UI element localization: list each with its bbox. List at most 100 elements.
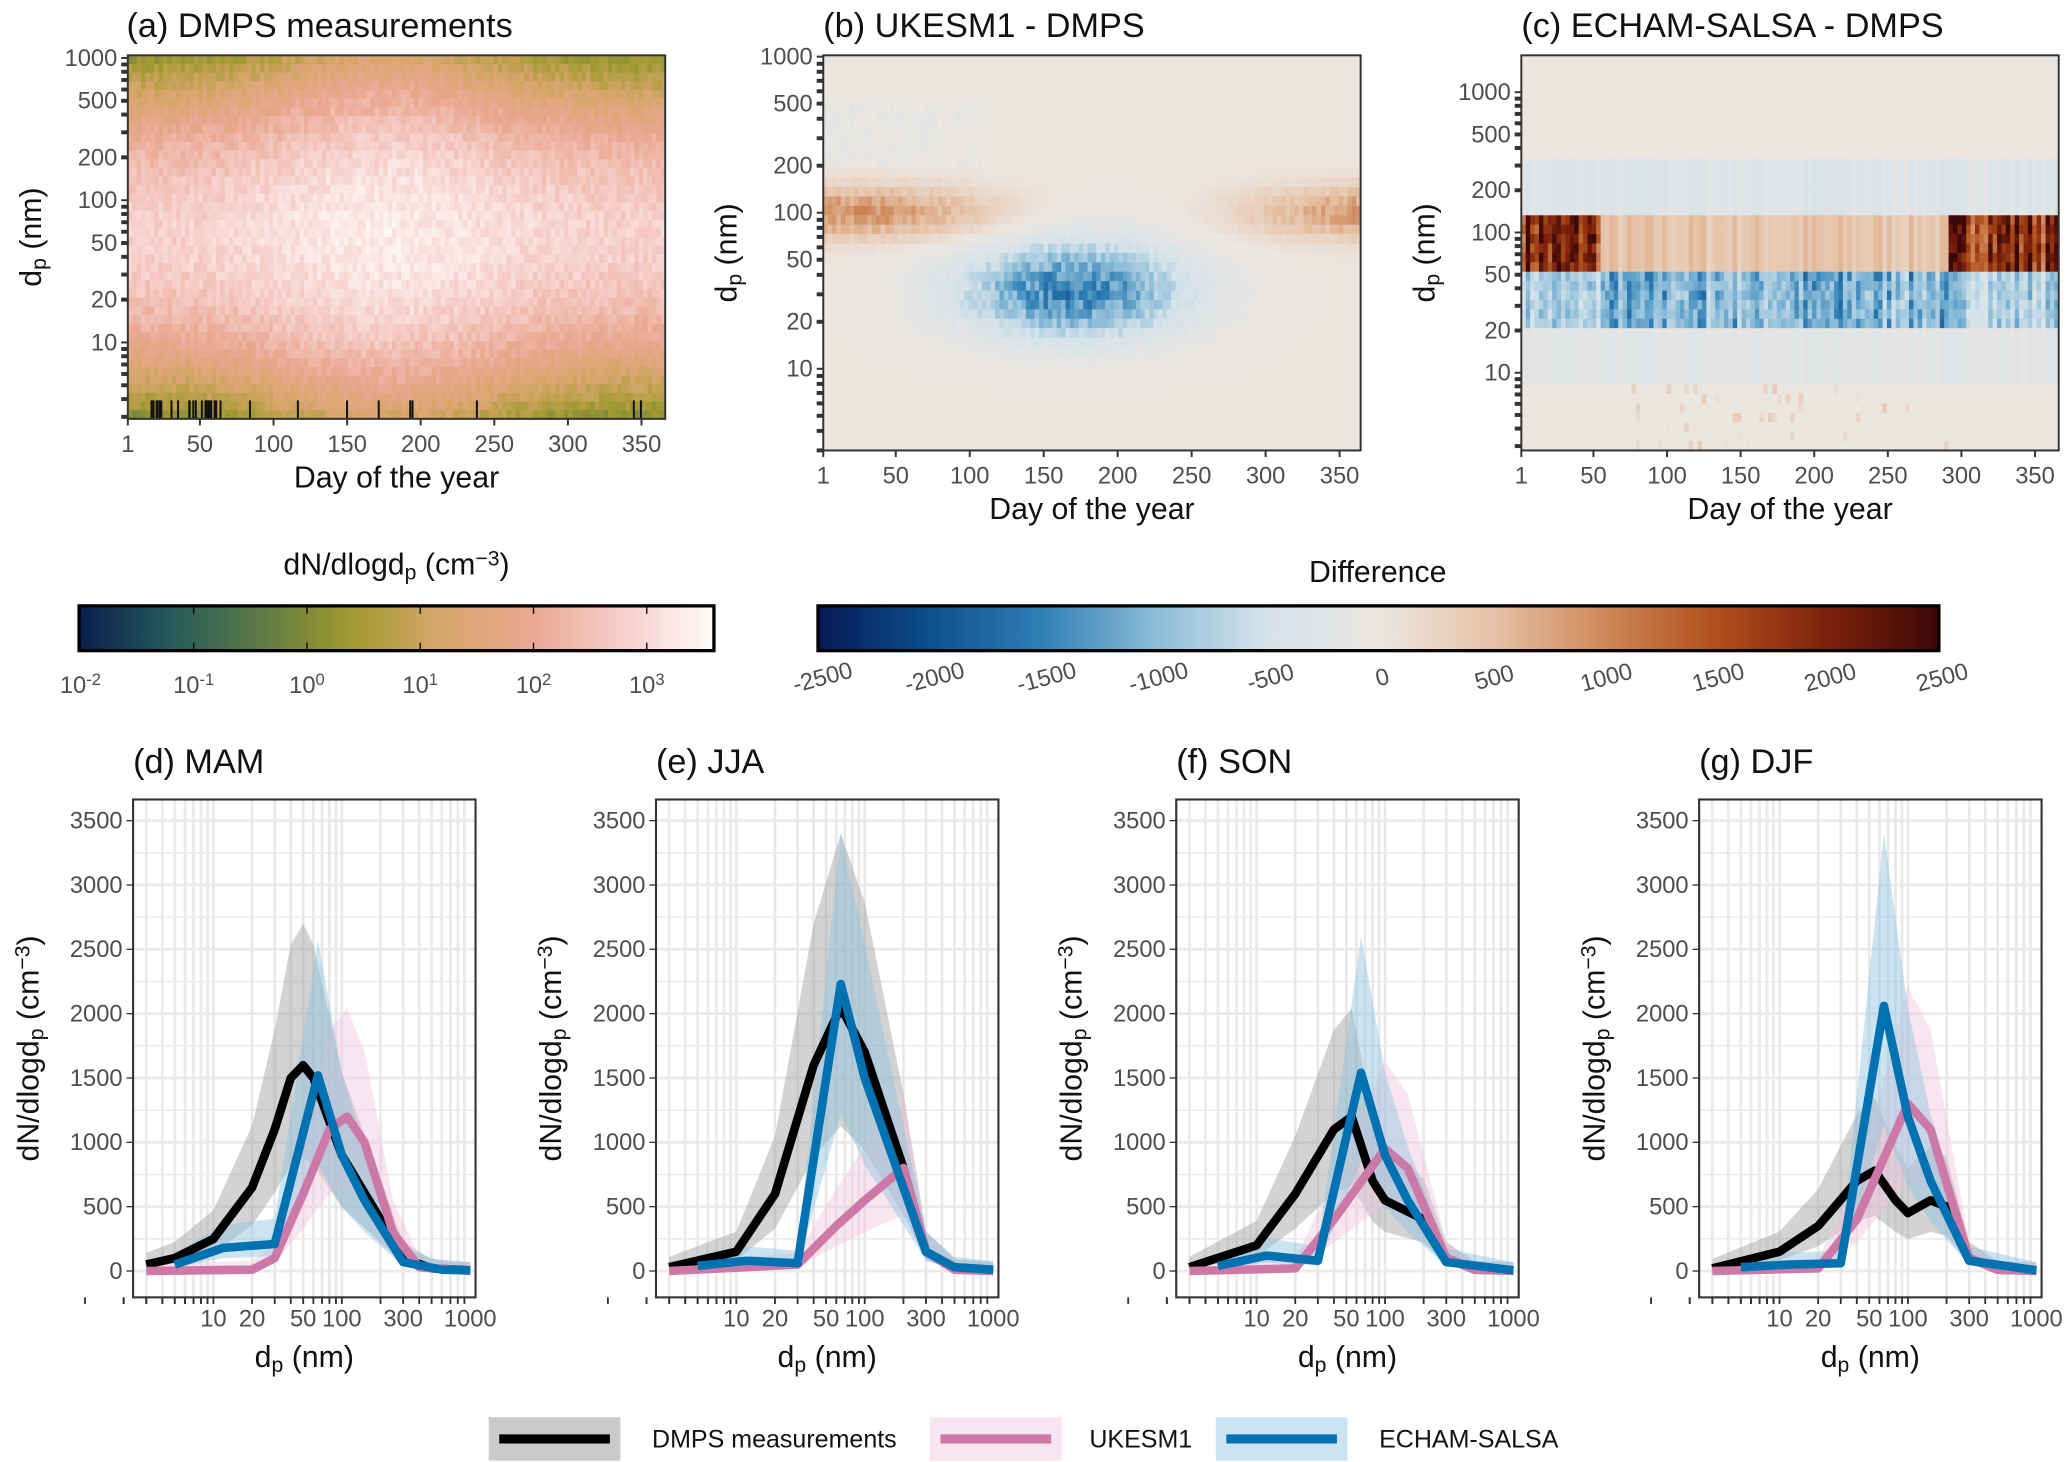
heatmap-cell [273, 63, 279, 74]
heatmap-cell [511, 306, 517, 316]
heatmap-cell [436, 401, 442, 411]
heatmap-cell [643, 384, 649, 394]
heatmap-cell [343, 280, 349, 290]
heatmap-cell [400, 392, 407, 403]
heatmap-cell [277, 107, 283, 117]
heatmap-cell [484, 245, 490, 256]
heatmap-cell [568, 375, 574, 386]
heatmap-cell [286, 141, 292, 152]
heatmap-cell [581, 185, 587, 195]
heatmap-cell [405, 314, 411, 325]
heatmap-cell [462, 159, 468, 169]
heatmap-cell [471, 332, 477, 342]
heatmap-cell [396, 63, 402, 74]
heatmap-cell [405, 176, 411, 186]
heatmap-cell [550, 167, 556, 178]
heatmap-cell [541, 401, 548, 411]
heatmap-cell [475, 263, 481, 273]
heatmap-cell [418, 401, 424, 411]
heatmap-cell [167, 185, 173, 195]
heatmap-cell [339, 211, 345, 221]
heatmap-cell [277, 384, 283, 394]
heatmap-cell [167, 297, 173, 308]
heatmap-cell [563, 150, 570, 160]
heatmap-cell [607, 176, 614, 186]
heatmap-cell [176, 263, 182, 273]
heatmap-cell [506, 167, 512, 178]
heatmap-cell [290, 410, 296, 420]
heatmap-cell [638, 72, 644, 83]
heatmap-cell [132, 340, 138, 351]
heatmap-cell [396, 263, 402, 273]
heatmap-cell [440, 98, 446, 109]
heatmap-cell [281, 349, 288, 360]
heatmap-cell [290, 228, 296, 238]
heatmap-cell [625, 150, 631, 160]
heatmap-cell [211, 366, 217, 377]
heatmap-cell [422, 55, 429, 65]
heatmap-cell [577, 159, 583, 169]
heatmap-cell [577, 211, 583, 221]
heatmap-cell [127, 167, 134, 178]
heatmap-cell [374, 159, 380, 169]
heatmap-cell [572, 124, 578, 135]
heatmap-cell [378, 384, 385, 394]
heatmap-cell [326, 263, 332, 273]
heatmap-cell [215, 219, 222, 230]
heatmap-cell [251, 141, 257, 152]
heatmap-cell [321, 107, 327, 117]
heatmap-cell [378, 401, 385, 411]
heatmap-cell [277, 115, 283, 126]
heatmap-cell [198, 185, 204, 195]
heatmap-cell [590, 323, 596, 334]
heatmap-cell [321, 167, 327, 178]
heatmap-cell [273, 202, 279, 212]
heatmap-cell [599, 115, 605, 126]
heatmap-cell [484, 254, 490, 264]
heatmap-cell [277, 237, 283, 247]
heatmap-cell [585, 340, 592, 351]
heatmap-cell [533, 63, 539, 74]
heatmap-cell [370, 297, 376, 308]
heatmap-cell [392, 98, 398, 109]
heatmap-cell [462, 323, 468, 334]
heatmap-cell [141, 366, 147, 377]
heatmap-cell [220, 349, 226, 360]
heatmap-cell [647, 193, 653, 204]
heatmap-cell [449, 124, 455, 135]
heatmap-cell [533, 254, 539, 264]
heatmap-cell [220, 211, 226, 221]
heatmap-cell [524, 384, 530, 394]
heatmap-cell [533, 271, 539, 282]
heatmap-cell [339, 384, 345, 394]
heatmap-cell [519, 107, 526, 117]
heatmap-cell [273, 314, 279, 325]
heatmap-cell [141, 211, 147, 221]
heatmap-cell [149, 176, 156, 186]
heatmap-cell [330, 340, 336, 351]
heatmap-cell [339, 219, 345, 230]
heatmap-cell [330, 159, 336, 169]
heatmap-cell [607, 150, 614, 160]
heatmap-cell [585, 202, 592, 212]
heatmap-cell [176, 340, 182, 351]
heatmap-cell [211, 263, 217, 273]
heatmap-cell [339, 107, 345, 117]
heatmap-cell [149, 323, 156, 334]
heatmap-cell [176, 366, 182, 377]
heatmap-cell [466, 211, 473, 221]
heatmap-cell [431, 202, 437, 212]
heatmap-cell [621, 366, 627, 377]
heatmap-cell [621, 72, 627, 83]
heatmap-cell [387, 349, 393, 360]
heatmap-cell [149, 228, 156, 238]
heatmap-cell [356, 63, 363, 74]
heatmap-cell [281, 219, 288, 230]
heatmap-cell [546, 185, 552, 195]
heatmap-cell [255, 55, 261, 65]
heatmap-cell [533, 340, 539, 351]
heatmap-cell [365, 81, 371, 91]
heatmap-cell [458, 306, 464, 316]
heatmap-cell [154, 150, 160, 160]
heatmap-cell [603, 289, 609, 299]
